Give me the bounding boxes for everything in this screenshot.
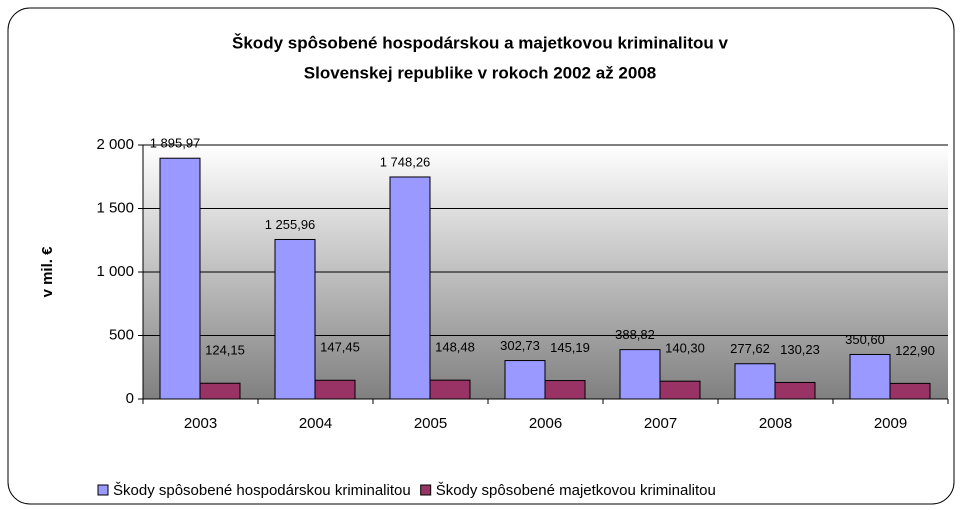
bar (429, 379, 471, 400)
value-label: 124,15 (205, 343, 245, 358)
y-tick-label: 2 000 (96, 136, 134, 153)
legend-swatch (97, 484, 109, 496)
bar (734, 363, 776, 400)
bar (314, 379, 356, 400)
legend-label: Škody spôsobené majetkovou kriminalitou (436, 482, 716, 499)
x-tick-label: 2008 (759, 415, 792, 432)
y-tick-label: 0 (126, 390, 134, 407)
bar (159, 157, 201, 400)
legend-swatch (420, 484, 432, 496)
x-tick-label: 2006 (529, 415, 562, 432)
x-tick-label: 2004 (299, 415, 332, 432)
bar (544, 380, 586, 400)
x-tick-label: 2009 (874, 415, 907, 432)
value-label: 302,73 (500, 338, 540, 353)
value-label: 145,19 (550, 340, 590, 355)
value-label: 130,23 (780, 342, 820, 357)
value-label: 277,62 (730, 341, 770, 356)
value-label: 350,60 (845, 332, 885, 347)
bar (889, 382, 931, 400)
bar (199, 382, 241, 400)
value-label: 1 895,97 (150, 136, 201, 151)
value-label: 1 255,96 (265, 217, 316, 232)
x-tick-label: 2007 (644, 415, 677, 432)
y-axis-title: v mil. € (39, 246, 56, 298)
value-label: 1 748,26 (380, 154, 431, 169)
x-tick-label: 2005 (414, 415, 447, 432)
chart-title: Slovenskej republike v rokoch 2002 až 20… (304, 63, 656, 82)
bar (274, 238, 316, 400)
bar (619, 349, 661, 400)
y-tick-label: 500 (109, 326, 134, 343)
legend-label: Škody spôsobené hospodárskou kriminalito… (113, 482, 411, 499)
value-label: 122,90 (895, 343, 935, 358)
value-label: 147,45 (320, 340, 360, 355)
y-tick-label: 1 500 (96, 199, 134, 216)
value-label: 148,48 (435, 340, 475, 355)
x-tick-label: 2003 (184, 415, 217, 432)
bar (389, 176, 431, 400)
y-tick-label: 1 000 (96, 263, 134, 280)
bar (659, 380, 701, 400)
bar (774, 381, 816, 400)
bar (849, 353, 891, 400)
bar (504, 360, 546, 400)
value-label: 388,82 (615, 327, 655, 342)
value-label: 140,30 (665, 341, 705, 356)
chart-title: Škody spôsobené hospodárskou a majetkovo… (232, 33, 728, 52)
